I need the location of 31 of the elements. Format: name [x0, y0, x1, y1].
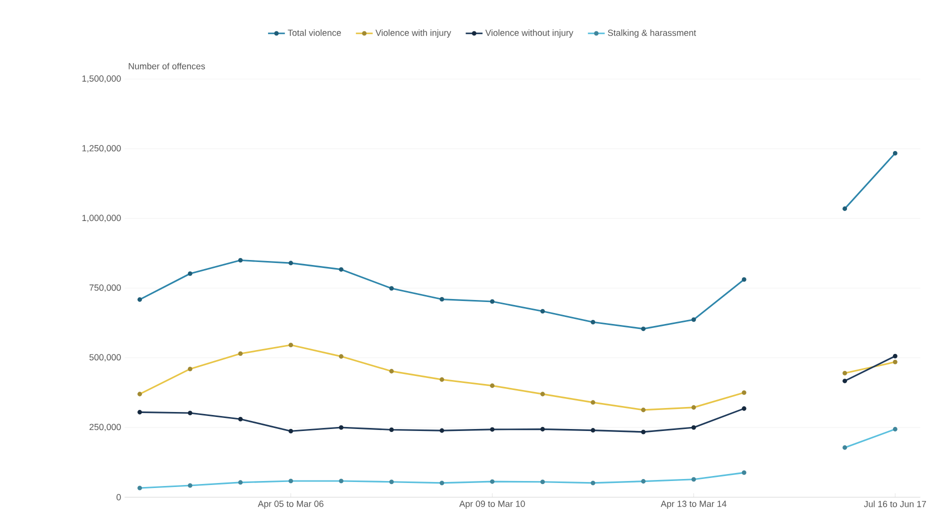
- x-tick-label: Apr 09 to Mar 10: [459, 500, 525, 509]
- y-tick-label: 0: [116, 494, 121, 500]
- point: [842, 378, 848, 384]
- legend-label: Violence without injury: [485, 29, 574, 38]
- y-tick-label: 1,000,000: [82, 214, 121, 222]
- legend-label: Violence with injury: [376, 29, 452, 38]
- y-tick-label: 1,250,000: [82, 145, 121, 152]
- point: [288, 428, 294, 434]
- y-axis-title: Number of offences: [128, 62, 205, 70]
- point: [490, 427, 495, 432]
- point: [540, 426, 545, 432]
- point: [188, 410, 192, 416]
- point: [892, 354, 898, 358]
- point: [440, 428, 444, 433]
- point: [238, 416, 243, 422]
- x-tick-label: Jul 16 to Jun 17: [864, 500, 926, 508]
- y-tick-label: 500,000: [89, 354, 121, 362]
- legend-label: Stalking & harassment: [608, 29, 696, 38]
- y-tick-label: 250,000: [90, 424, 121, 432]
- x-tick-label: Apr 05 to Mar 06: [258, 500, 324, 509]
- point: [590, 428, 596, 433]
- point: [389, 428, 394, 432]
- point: [691, 425, 696, 430]
- point: [641, 430, 646, 434]
- point: [338, 425, 344, 430]
- point: [137, 410, 142, 415]
- y-tick-label: 1,500,000: [82, 75, 121, 83]
- point: [742, 406, 746, 411]
- x-tick-label: Apr 13 to Mar 14: [660, 500, 726, 509]
- y-tick-label: 750,000: [90, 284, 121, 292]
- legend-label: Total violence: [288, 29, 341, 36]
